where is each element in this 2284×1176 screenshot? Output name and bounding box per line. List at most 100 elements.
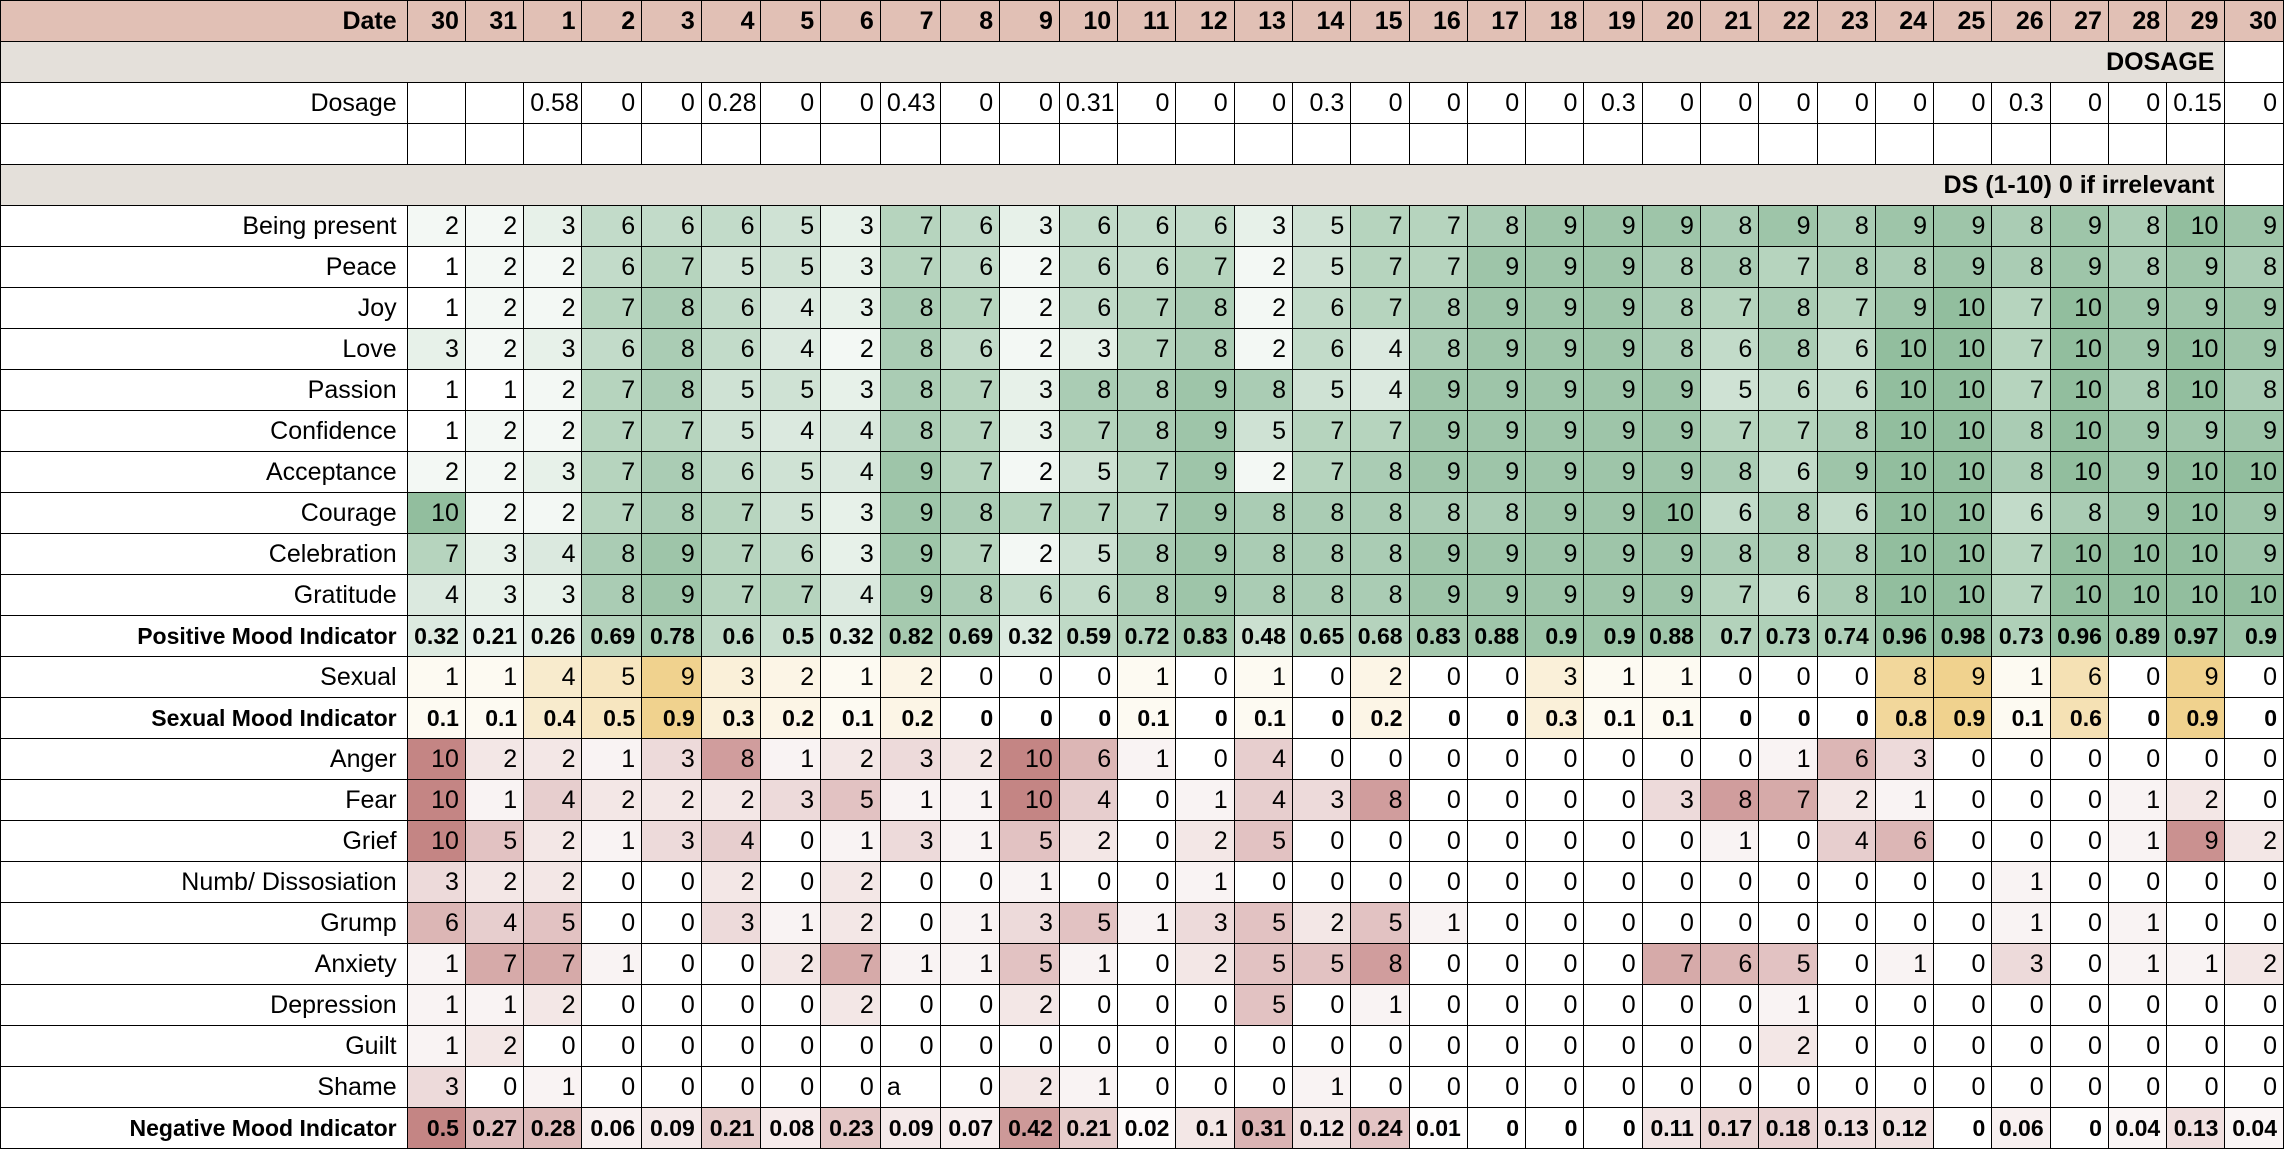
cell-passion[interactable]: 7	[1991, 369, 2051, 411]
cell-anxiety[interactable]: 0	[1933, 943, 1993, 985]
row-label-shame[interactable]: Shame	[0, 1066, 408, 1108]
cell-gratitude[interactable]: 9	[1408, 574, 1468, 616]
date-cell[interactable]: 21	[1699, 0, 1760, 42]
cell-being-present[interactable]: 6	[939, 205, 1001, 247]
cell-grump[interactable]: 5	[1058, 902, 1119, 944]
cell-acceptance[interactable]: 9	[1816, 451, 1876, 493]
cell-gratitude[interactable]: 7	[700, 574, 762, 616]
cell-anxiety[interactable]: 0	[700, 943, 762, 985]
cell-being-present[interactable]: 2	[406, 205, 466, 247]
cell-positive-mood-indicator[interactable]: 0.32	[999, 615, 1060, 657]
cell-love[interactable]: 8	[1175, 328, 1235, 370]
cell-depression[interactable]: 0	[1291, 984, 1352, 1026]
cell-sexual[interactable]: 2	[1350, 656, 1410, 698]
cell-shame[interactable]: 0	[939, 1066, 1001, 1108]
cell-passion[interactable]: 3	[999, 369, 1060, 411]
cell-sexual[interactable]: 3	[700, 656, 762, 698]
cell-anxiety[interactable]: 0	[1466, 943, 1527, 985]
cell-grief[interactable]: 0	[760, 820, 822, 862]
cell-peace[interactable]: 8	[1874, 246, 1935, 288]
cell-fear[interactable]: 5	[820, 779, 881, 821]
cell-anger[interactable]: 2	[523, 738, 583, 780]
cell-joy[interactable]: 7	[939, 287, 1001, 329]
cell-sexual-mood-indicator[interactable]: 0.5	[581, 697, 643, 739]
cell-numb-dissosiation[interactable]: 0	[1291, 861, 1352, 903]
cell-being-present[interactable]: 2	[464, 205, 525, 247]
cell-courage[interactable]: 6	[1816, 492, 1876, 534]
cell-positive-mood-indicator[interactable]: 0.9	[1583, 615, 1643, 657]
cell-gratitude[interactable]: 3	[464, 574, 525, 616]
cell-passion[interactable]: 8	[1058, 369, 1119, 411]
cell-shame[interactable]: 0	[1699, 1066, 1760, 1108]
cell-peace[interactable]: 9	[1933, 246, 1993, 288]
cell-joy[interactable]: 8	[641, 287, 702, 329]
cell-dosage[interactable]: 0	[1816, 82, 1876, 124]
row-label-being-present[interactable]: Being present	[0, 205, 408, 247]
cell-love[interactable]: 4	[760, 328, 822, 370]
cell-gratitude[interactable]: 10	[2166, 574, 2226, 616]
cell-dosage[interactable]: 0	[641, 82, 702, 124]
cell-peace[interactable]: 3	[820, 246, 881, 288]
cell-negative-mood-indicator[interactable]: 0.09	[879, 1107, 941, 1149]
cell-being-present[interactable]: 9	[1525, 205, 1585, 247]
cell-dosage[interactable]: 0	[1175, 82, 1235, 124]
cell-passion[interactable]: 5	[1699, 369, 1760, 411]
cell-confidence[interactable]: 10	[2049, 410, 2109, 452]
date-cell[interactable]: 4	[700, 0, 762, 42]
date-cell[interactable]: 30	[406, 0, 466, 42]
cell-grump[interactable]: 1	[1991, 902, 2051, 944]
cell-anger[interactable]: 6	[1816, 738, 1876, 780]
cell-grump[interactable]: 1	[939, 902, 1001, 944]
cell-celebration[interactable]: 9	[1641, 533, 1701, 575]
cell-sexual-mood-indicator[interactable]: 0	[1699, 697, 1760, 739]
cell-peace[interactable]: 2	[999, 246, 1060, 288]
cell-celebration[interactable]: 9	[641, 533, 702, 575]
cell-blank[interactable]	[1758, 123, 1818, 165]
cell-anxiety[interactable]: 1	[939, 943, 1001, 985]
cell-fear[interactable]: 1	[2107, 779, 2168, 821]
cell-joy[interactable]: 10	[2049, 287, 2109, 329]
cell-courage[interactable]: 7	[1117, 492, 1177, 534]
cell-positive-mood-indicator[interactable]: 0.65	[1291, 615, 1352, 657]
cell-anxiety[interactable]: 7	[820, 943, 881, 985]
cell-anxiety[interactable]: 0	[1525, 943, 1585, 985]
cell-numb-dissosiation[interactable]: 0	[2166, 861, 2226, 903]
row-label-fear[interactable]: Fear	[0, 779, 408, 821]
cell-sexual-mood-indicator[interactable]: 0.1	[820, 697, 881, 739]
cell-sexual-mood-indicator[interactable]: 0	[1466, 697, 1527, 739]
cell-confidence[interactable]: 9	[1525, 410, 1585, 452]
cell-sexual[interactable]: 1	[406, 656, 466, 698]
cell-acceptance[interactable]: 8	[641, 451, 702, 493]
cell-anxiety[interactable]: 7	[464, 943, 525, 985]
cell-acceptance[interactable]: 7	[939, 451, 1001, 493]
cell-blank[interactable]	[581, 123, 643, 165]
cell-passion[interactable]: 8	[1117, 369, 1177, 411]
cell-sexual[interactable]: 0	[1816, 656, 1876, 698]
cell-love[interactable]: 3	[406, 328, 466, 370]
cell-dosage[interactable]	[464, 82, 525, 124]
cell-joy[interactable]: 9	[2224, 287, 2284, 329]
cell-positive-mood-indicator[interactable]: 0.21	[464, 615, 525, 657]
cell-acceptance[interactable]: 10	[2224, 451, 2284, 493]
cell-fear[interactable]: 0	[1991, 779, 2051, 821]
cell-peace[interactable]: 7	[641, 246, 702, 288]
cell-gratitude[interactable]: 10	[1874, 574, 1935, 616]
cell-peace[interactable]: 7	[1175, 246, 1235, 288]
cell-anger[interactable]: 10	[406, 738, 466, 780]
cell-grief[interactable]: 1	[2107, 820, 2168, 862]
cell-anxiety[interactable]: 0	[1583, 943, 1643, 985]
cell-anxiety[interactable]: 1	[2166, 943, 2226, 985]
cell-courage[interactable]: 9	[1583, 492, 1643, 534]
cell-celebration[interactable]: 9	[1466, 533, 1527, 575]
moods-section-title[interactable]: DS (1-10) 0 if irrelevant	[0, 164, 2226, 206]
cell-guilt[interactable]: 0	[1117, 1025, 1177, 1067]
cell-guilt[interactable]: 0	[820, 1025, 881, 1067]
cell-grump[interactable]: 0	[1699, 902, 1760, 944]
cell-depression[interactable]: 0	[1175, 984, 1235, 1026]
cell-fear[interactable]: 0	[1525, 779, 1585, 821]
cell-grump[interactable]: 0	[1874, 902, 1935, 944]
cell-negative-mood-indicator[interactable]: 0.31	[1233, 1107, 1293, 1149]
cell-numb-dissosiation[interactable]: 3	[406, 861, 466, 903]
cell-love[interactable]: 6	[700, 328, 762, 370]
cell-fear[interactable]: 1	[939, 779, 1001, 821]
